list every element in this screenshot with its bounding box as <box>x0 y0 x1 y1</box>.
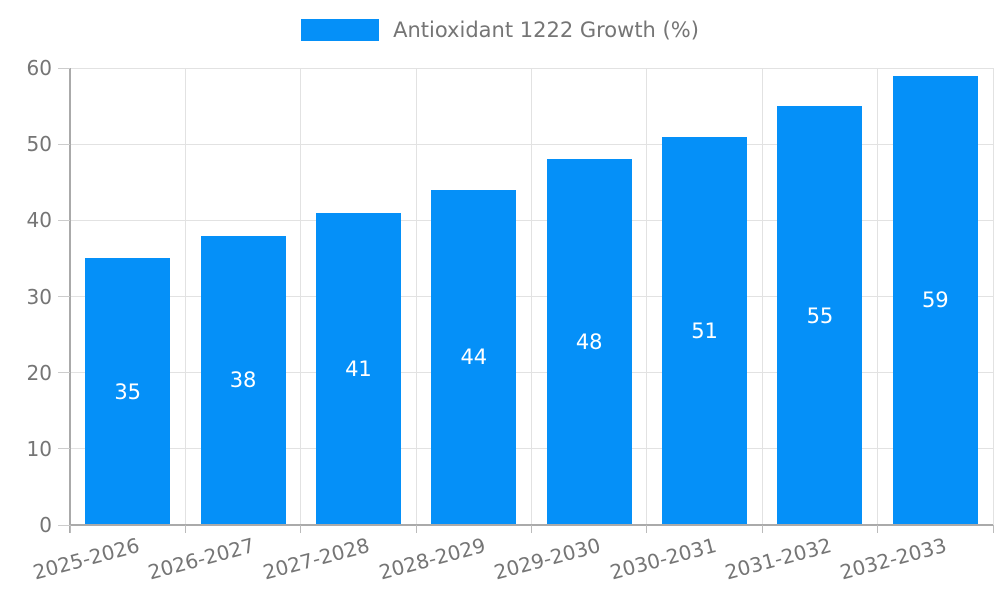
x-tick-mark <box>69 525 71 533</box>
x-tick-mark <box>184 525 186 533</box>
x-tick-mark <box>531 525 532 533</box>
y-tick-mark <box>58 372 70 374</box>
y-tick-label: 0 <box>39 513 52 537</box>
y-tick-mark <box>58 219 70 221</box>
bar-2027-2028[interactable]: 41 <box>315 212 401 525</box>
y-tick-label: 30 <box>26 284 52 309</box>
legend-item[interactable]: Antioxidant 1222 Growth (%) <box>0 18 1000 42</box>
bar-value-label: 41 <box>345 356 372 381</box>
x-tick-mark <box>300 525 302 533</box>
y-tick-label: 20 <box>26 360 52 385</box>
bar-2026-2027[interactable]: 38 <box>200 235 286 525</box>
plot-area: 35 38 41 44 48 51 55 59 <box>58 67 994 533</box>
x-tick-mark <box>877 525 879 533</box>
v-gridline <box>300 68 302 525</box>
y-tick-mark <box>58 296 70 297</box>
y-tick-label: 10 <box>26 436 52 461</box>
bar-2031-2032[interactable]: 55 <box>777 106 863 525</box>
y-tick-label: 50 <box>26 132 52 157</box>
y-tick-mark <box>58 143 70 145</box>
v-gridline <box>877 68 879 525</box>
bar-value-label: 51 <box>691 318 718 343</box>
bar-value-label: 38 <box>229 368 257 393</box>
bar-value-label: 55 <box>806 303 834 328</box>
x-tick-mark <box>761 525 763 533</box>
x-tick-mark <box>415 525 417 533</box>
y-tick-mark <box>58 448 70 450</box>
v-gridline <box>646 68 648 525</box>
bar-value-label: 35 <box>114 379 142 404</box>
bar-2029-2030[interactable]: 48 <box>546 159 632 525</box>
v-gridline <box>992 68 994 525</box>
bar-value-label: 59 <box>921 288 949 313</box>
legend-label: Antioxidant 1222 Growth (%) <box>393 18 699 42</box>
bar-2025-2026[interactable]: 35 <box>85 258 171 525</box>
bar-2032-2033[interactable]: 59 <box>892 75 978 525</box>
bar-value-label: 48 <box>575 330 603 355</box>
y-tick-label: 40 <box>26 208 52 233</box>
y-tick-mark <box>58 67 70 69</box>
legend-swatch-icon <box>301 19 380 41</box>
x-tick-mark <box>992 525 994 533</box>
bar-value-label: 44 <box>460 345 488 370</box>
y-axis-line <box>69 68 71 533</box>
bar-2030-2031[interactable]: 51 <box>662 136 748 525</box>
y-tick-mark <box>58 524 70 526</box>
y-tick-label: 60 <box>26 56 52 80</box>
v-gridline <box>531 68 532 525</box>
bar-2028-2029[interactable]: 44 <box>431 189 517 525</box>
v-gridline <box>184 68 186 525</box>
x-tick-mark <box>646 525 648 533</box>
v-gridline <box>415 68 417 525</box>
v-gridline <box>761 68 763 525</box>
